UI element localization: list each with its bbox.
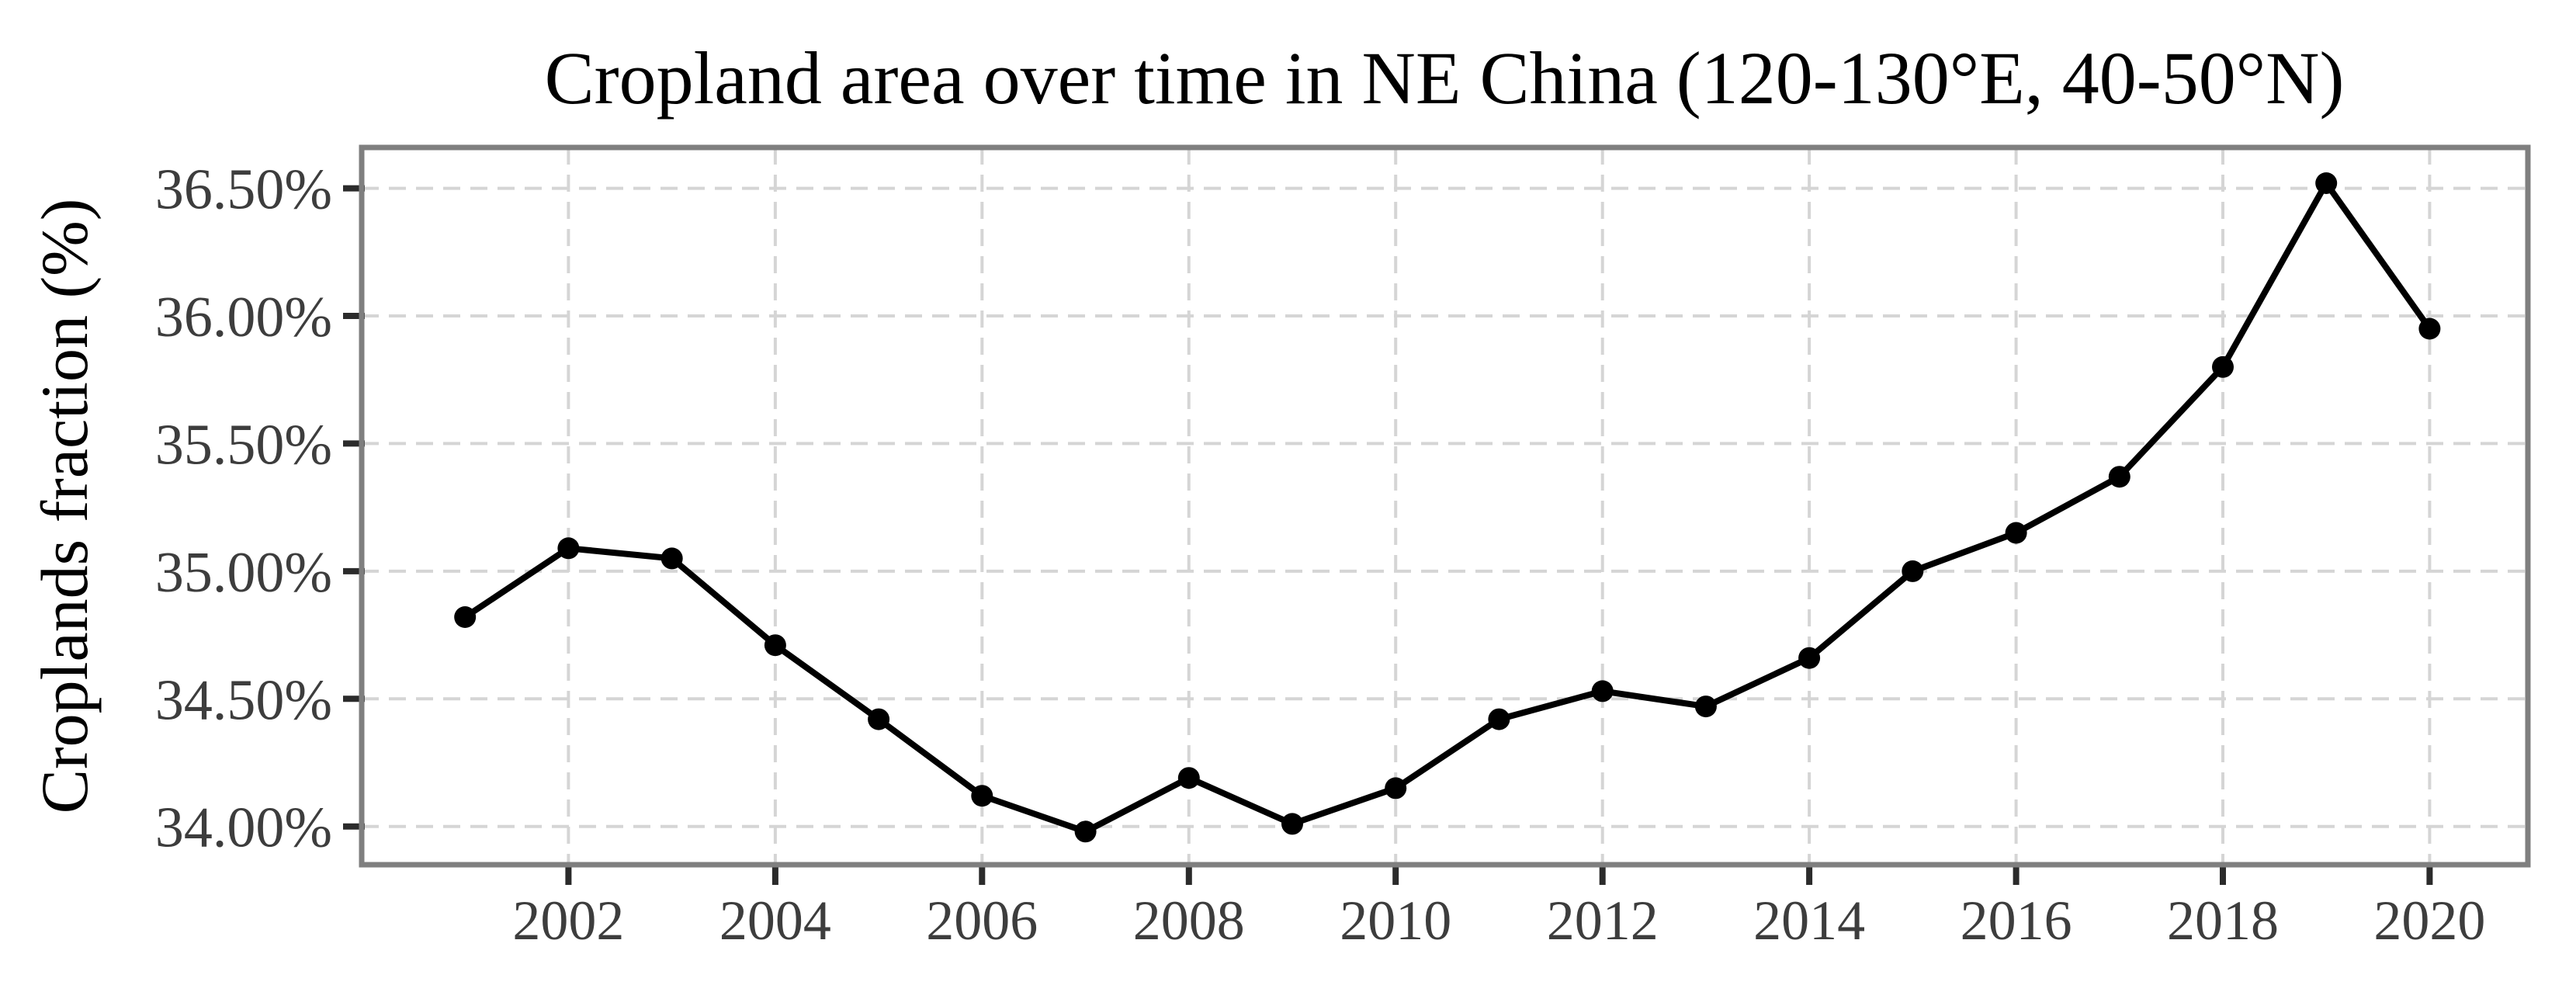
y-tick-label: 36.50% <box>155 158 332 222</box>
x-tick-label: 2020 <box>2373 890 2485 952</box>
data-point-2006 <box>971 785 993 807</box>
x-tick-label: 2012 <box>1547 890 1659 952</box>
y-tick-label: 36.00% <box>155 286 332 349</box>
plot-border <box>359 144 2531 868</box>
x-tick-label: 2006 <box>926 890 1038 952</box>
x-tick-label: 2002 <box>512 890 624 952</box>
data-point-2003 <box>660 547 683 570</box>
data-point-2002 <box>557 537 580 560</box>
data-point-2019 <box>2315 172 2338 194</box>
y-tick-label: 34.00% <box>155 796 332 860</box>
data-point-2005 <box>868 708 890 730</box>
data-point-2013 <box>1694 695 1717 718</box>
x-tick-label: 2014 <box>1753 890 1865 952</box>
x-tick-label: 2004 <box>719 890 831 952</box>
data-point-2009 <box>1281 813 1303 835</box>
data-point-2001 <box>454 606 477 628</box>
data-point-2007 <box>1074 820 1097 843</box>
y-axis-label: Croplands fraction (%) <box>27 199 102 814</box>
x-tick-label: 2018 <box>2167 890 2279 952</box>
gridlines <box>362 147 2528 865</box>
x-tick-label: 2016 <box>1961 890 2072 952</box>
data-point-2012 <box>1591 680 1614 702</box>
data-point-2015 <box>1902 560 1924 582</box>
y-tick-label: 35.50% <box>155 413 332 477</box>
data-line <box>462 180 2433 835</box>
data-points <box>454 172 2441 843</box>
data-point-2018 <box>2212 356 2234 378</box>
data-point-2010 <box>1385 777 1407 800</box>
data-point-2017 <box>2108 466 2130 488</box>
data-point-2011 <box>1488 708 1510 730</box>
data-point-2014 <box>1798 647 1821 669</box>
y-tick-label: 35.00% <box>155 541 332 605</box>
data-point-2004 <box>764 634 786 657</box>
x-tick-label: 2008 <box>1133 890 1245 952</box>
data-point-2016 <box>2005 522 2027 544</box>
axis-ticks: 34.00% 34.50% 35.00% 35.50% 36.00% 36.50% 2002… <box>155 158 2486 952</box>
data-point-2008 <box>1177 767 1200 789</box>
y-tick-label: 34.50% <box>155 668 332 732</box>
data-point-2020 <box>2418 317 2441 340</box>
chart-title: Cropland area over time in NE China (120… <box>545 36 2345 120</box>
x-tick-label: 2010 <box>1340 890 1451 952</box>
